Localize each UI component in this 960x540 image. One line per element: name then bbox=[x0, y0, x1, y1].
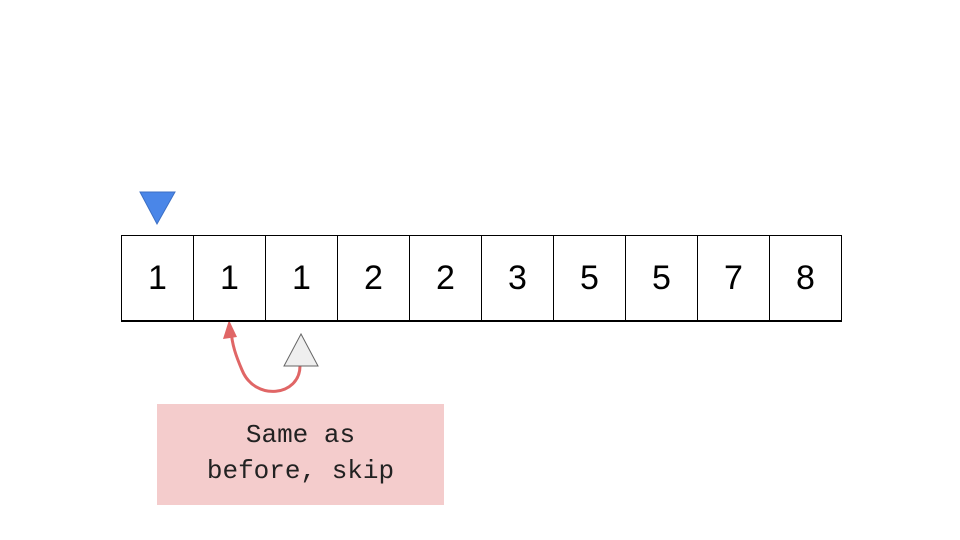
note-text: Same as before, skip bbox=[206, 419, 395, 486]
skip-arrowhead bbox=[223, 320, 237, 339]
array-cell: 7 bbox=[698, 236, 770, 320]
skip-arrow bbox=[229, 328, 302, 393]
array-cell: 1 bbox=[266, 236, 338, 320]
array-cell: 2 bbox=[338, 236, 410, 320]
array-cell: 1 bbox=[194, 236, 266, 320]
array-cell: 5 bbox=[626, 236, 698, 320]
array-cell: 3 bbox=[482, 236, 554, 320]
array-cell: 5 bbox=[554, 236, 626, 320]
grey-pointer-triangle bbox=[283, 332, 319, 367]
array-cell: 1 bbox=[122, 236, 194, 320]
note-box: Same as before, skip bbox=[157, 404, 444, 505]
array-cell: 2 bbox=[410, 236, 482, 320]
blue-pointer-triangle bbox=[139, 191, 176, 226]
array-cell: 8 bbox=[770, 236, 842, 320]
array-row: 1 1 1 2 2 3 5 5 7 8 bbox=[121, 235, 842, 322]
